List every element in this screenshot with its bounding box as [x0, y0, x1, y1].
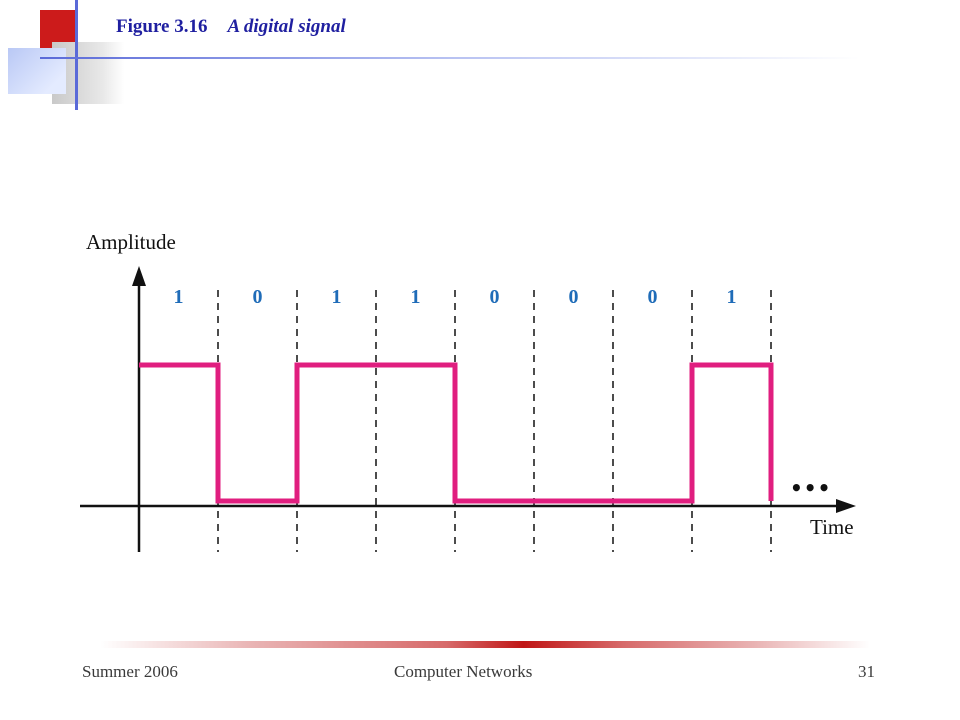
amplitude-axis-label: Amplitude [86, 230, 176, 254]
corner-vertical-rule [75, 0, 78, 110]
bit-label: 0 [253, 286, 263, 308]
footer-course-title: Computer Networks [394, 662, 533, 681]
bit-label: 1 [174, 286, 184, 308]
time-axis-arrowhead [836, 499, 856, 513]
bit-label: 0 [648, 286, 658, 308]
bit-label: 1 [411, 286, 421, 308]
bit-dividers [217, 290, 772, 552]
continuation-mark: ••• [790, 476, 831, 500]
bit-label: 1 [332, 286, 342, 308]
figure-caption: A digital signal [227, 16, 346, 37]
corner-horizontal-rule [40, 57, 860, 59]
figure-number: Figure 3.16 [116, 16, 208, 37]
bit-label: 0 [490, 286, 500, 308]
signal-waveform [139, 362, 774, 504]
amplitude-axis-arrowhead [132, 266, 146, 286]
slide-title: Figure 3.16 A digital signal [116, 16, 346, 38]
bit-label: 0 [569, 286, 579, 308]
time-axis-label: Time [810, 515, 854, 539]
footer-date: Summer 2006 [82, 662, 178, 681]
footer-page-number: 31 [858, 662, 875, 681]
footer-rule [100, 641, 870, 648]
corner-decoration [0, 0, 860, 110]
bit-labels: 1 0 1 1 0 0 0 1 [174, 286, 737, 308]
bit-label: 1 [727, 286, 737, 308]
corner-blue-square [8, 48, 66, 94]
